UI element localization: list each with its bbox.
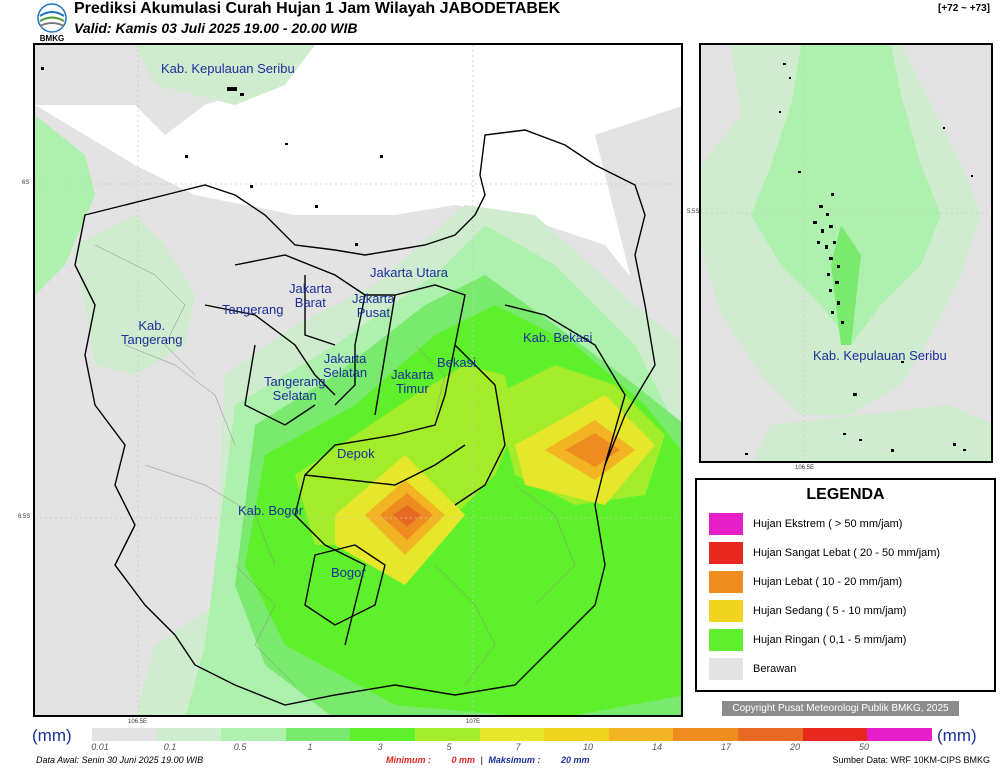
forecast-range: [+72 ~ +73] — [938, 3, 990, 14]
main-map[interactable]: Kab. Kepulauan Seribu Kab. Tangerang Tan… — [33, 43, 683, 717]
colorbar-tick: 7 — [515, 742, 521, 752]
legend-swatch — [709, 571, 743, 593]
inset-map-canvas — [701, 45, 991, 461]
colorbar-unit-right: (mm) — [937, 726, 977, 745]
main-map-canvas — [35, 45, 681, 715]
colorbar-segment — [479, 728, 545, 741]
label-jakarta-selatan: Jakarta Selatan — [323, 351, 368, 380]
colorbar-unit-left: (mm) — [32, 726, 72, 745]
colorbar-segment — [544, 728, 609, 741]
colorbar-segment — [608, 728, 674, 741]
lat-tick-top: 6S — [22, 180, 30, 186]
maximum-value: 20 mm — [560, 755, 590, 765]
minimum-label: Minimum : — [386, 755, 431, 765]
legend-label: Hujan Lebat ( 10 - 20 mm/jam) — [753, 576, 903, 588]
valid-time: Valid: Kamis 03 Juli 2025 19.00 - 20.00 … — [74, 20, 358, 36]
colorbar-tick: 17 — [720, 742, 732, 752]
legend-swatch — [709, 542, 743, 564]
legend-item-lebat: Hujan Lebat ( 10 - 20 mm/jam) — [709, 571, 902, 593]
page-title: Prediksi Akumulasi Curah Hujan 1 Jam Wil… — [74, 0, 561, 17]
label-kepulauan-seribu: Kab. Kepulauan Seribu — [161, 61, 295, 76]
maximum-label: Maksimum : — [488, 755, 541, 765]
label-depok: Depok — [337, 446, 375, 461]
inset-lat-tick: 5.5S — [687, 209, 700, 215]
lon-tick-right: 107E — [466, 719, 481, 725]
legend-label: Hujan Sangat Lebat ( 20 - 50 mm/jam) — [753, 547, 941, 559]
colorbar-segment — [350, 728, 416, 741]
separator: | — [480, 755, 483, 765]
colorbar-tick: 5 — [446, 742, 452, 752]
legend-label: Hujan Ringan ( 0,1 - 5 mm/jam) — [753, 634, 907, 646]
legend-swatch — [709, 513, 743, 535]
legend-item-ekstrem: Hujan Ekstrem ( > 50 mm/jam) — [709, 513, 902, 535]
colorbar-tick: 10 — [582, 742, 594, 752]
legend-item-sangat-lebat: Hujan Sangat Lebat ( 20 - 50 mm/jam) — [709, 542, 940, 564]
minimum-value: 0 mm — [451, 755, 476, 765]
colorbar-tick: 0.1 — [163, 742, 177, 752]
colorbar-segment — [415, 728, 480, 741]
colorbar-tick: 50 — [858, 742, 870, 752]
legend-item-sedang: Hujan Sedang ( 5 - 10 mm/jam) — [709, 600, 906, 622]
data-source: Sumber Data: WRF 10KM-CIPS BMKG — [832, 755, 990, 765]
colorbar-segment — [156, 728, 222, 741]
legend-item-berawan: Berawan — [709, 658, 796, 680]
copyright: Copyright Pusat Meteorologi Publik BMKG,… — [722, 701, 959, 716]
label-kab-tangerang: Kab. Tangerang — [121, 318, 183, 347]
colorbar-segment — [92, 728, 157, 741]
legend: LEGENDA Hujan Ekstrem ( > 50 mm/jam) Huj… — [695, 478, 996, 692]
colorbar-tick: 20 — [789, 742, 801, 752]
lat-tick-bottom: 6.5S — [18, 514, 31, 520]
label-tangerang-selatan: Tangerang Selatan — [264, 374, 326, 403]
label-jakarta-barat: Jakarta Barat — [289, 281, 332, 310]
label-jakarta-utara: Jakarta Utara — [370, 265, 449, 280]
legend-swatch — [709, 600, 743, 622]
lon-tick-left: 106.5E — [128, 719, 148, 725]
label-kab-bekasi: Kab. Bekasi — [523, 330, 593, 345]
label-bogor: Bogor — [331, 565, 366, 580]
inset-label-kepulauan-seribu: Kab. Kepulauan Seribu — [813, 348, 947, 363]
label-tangerang: Tangerang — [222, 302, 284, 317]
min-max-summary: Minimum : 0 mm | Maksimum : 20 mm — [386, 755, 589, 765]
colorbar-tick: 1 — [307, 742, 313, 752]
legend-swatch — [709, 658, 743, 680]
data-awal: Data Awal: Senin 30 Juni 2025 19.00 WIB — [36, 755, 204, 765]
label-jakarta-pusat: Jakarta Pusat — [352, 291, 395, 320]
label-bekasi: Bekasi — [437, 355, 477, 370]
colorbar-segment — [738, 728, 803, 741]
legend-label: Berawan — [753, 663, 797, 675]
colorbar-tick: 0.5 — [233, 742, 247, 752]
legend-title: LEGENDA — [806, 486, 885, 503]
colorbar-tick: 14 — [651, 742, 663, 752]
legend-label: Hujan Ekstrem ( > 50 mm/jam) — [753, 518, 903, 530]
colorbar-segment — [221, 728, 286, 741]
logo-text: BMKG — [40, 34, 64, 42]
inset-map[interactable]: Kab. Kepulauan Seribu — [699, 43, 993, 463]
colorbar-segment — [285, 728, 351, 741]
bmkg-logo: BMKG — [34, 2, 70, 43]
colorbar-tick: 3 — [377, 742, 383, 752]
legend-item-ringan: Hujan Ringan ( 0,1 - 5 mm/jam) — [709, 629, 906, 651]
label-kab-bogor: Kab. Bogor — [238, 503, 304, 518]
colorbar-segment — [673, 728, 739, 741]
colorbar-tick: 0.01 — [91, 742, 109, 752]
legend-swatch — [709, 629, 743, 651]
colorbar-segment — [867, 728, 932, 741]
inset-lon-tick: 106.5E — [795, 465, 815, 471]
colorbar-segment — [802, 728, 868, 741]
colorbar — [92, 728, 932, 741]
legend-label: Hujan Sedang ( 5 - 10 mm/jam) — [753, 605, 907, 617]
label-jakarta-timur: Jakarta Timur — [391, 367, 434, 396]
